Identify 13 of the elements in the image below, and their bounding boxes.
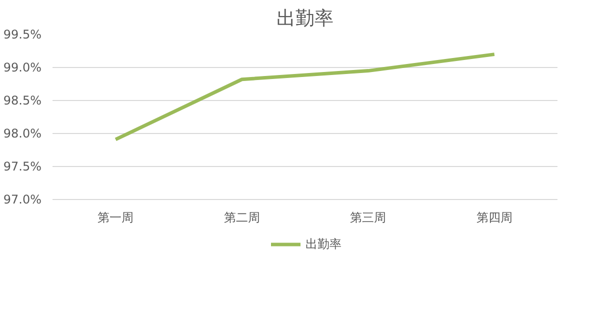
y-tick-label: 97.0% [3, 192, 42, 206]
y-tick-label: 99.5% [3, 28, 42, 42]
x-tick-label: 第四周 [476, 210, 512, 224]
y-tick-label: 98.5% [3, 94, 42, 108]
legend-label: 出勤率 [306, 236, 342, 252]
line-series [114, 52, 496, 142]
y-tick-label: 99.0% [3, 60, 42, 74]
x-tick-label: 第三周 [350, 210, 386, 224]
x-tick-label: 第二周 [224, 210, 260, 224]
chart-title: 出勤率 [276, 8, 334, 30]
y-tick-label: 97.5% [3, 160, 42, 174]
y-tick-label: 98.0% [3, 126, 42, 140]
x-tick-label: 第一周 [98, 210, 134, 224]
